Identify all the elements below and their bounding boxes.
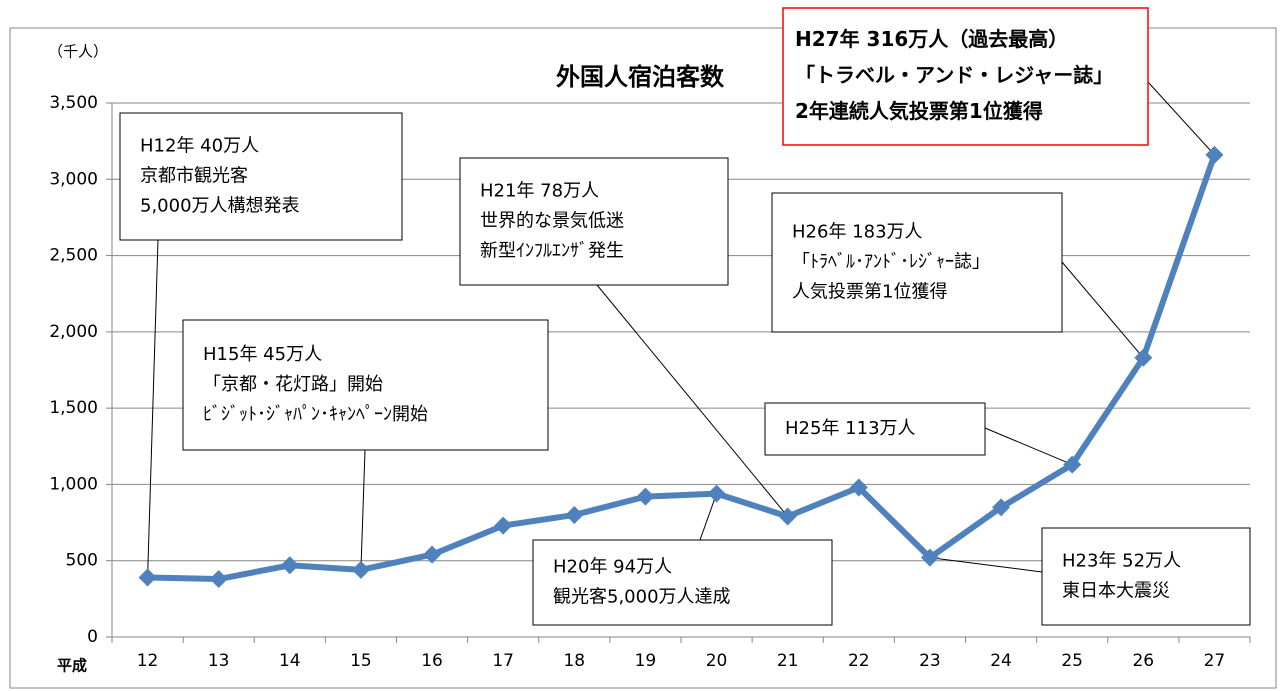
annotation-text: H26年 183万人 [792, 222, 923, 243]
x-tick-label: 26 [1132, 651, 1154, 671]
annotation-box [782, 7, 1149, 146]
y-tick-label: 500 [66, 551, 98, 571]
x-tick-label: 27 [1204, 651, 1226, 671]
y-tick-label: 0 [87, 627, 98, 647]
x-tick-label: 19 [635, 651, 657, 671]
x-tick-label: 25 [1061, 651, 1083, 671]
annotation-box [182, 319, 549, 451]
leader-line [1147, 81, 1215, 156]
annotation-text: H20年 94万人 [553, 557, 672, 578]
point-marker [494, 516, 513, 535]
annotation-text: 人気投票第1位獲得 [792, 282, 947, 303]
series-line [147, 153, 1218, 583]
leader-line [360, 449, 366, 570]
annotation-box [459, 157, 729, 286]
point-marker [778, 507, 797, 526]
point-marker [849, 478, 868, 497]
point-marker [636, 487, 655, 506]
annotation-box [532, 539, 833, 626]
point-marker [423, 545, 442, 564]
leader-line [1061, 261, 1144, 359]
chart-title: 外国人宿泊客数 [556, 63, 725, 91]
y-tick-label: 3,000 [49, 169, 98, 189]
x-tick-label: 18 [563, 651, 585, 671]
annotation-box [764, 402, 986, 456]
point-marker [1063, 455, 1082, 474]
x-tick-label: 21 [777, 651, 799, 671]
x-tick-label: 17 [492, 651, 514, 671]
leader-line [596, 284, 789, 517]
annotation-text: 京都市観光客 [140, 166, 248, 187]
annotation-text: 東日本大震災 [1062, 581, 1170, 602]
point-marker [565, 505, 584, 524]
x-tick-label: 20 [706, 651, 728, 671]
point-marker [920, 548, 939, 567]
point-marker [992, 498, 1011, 517]
annotation-text: H21年 78万人 [480, 181, 599, 202]
annotation-text: 2年連続人気投票第1位獲得 [795, 99, 1043, 123]
point-marker [209, 570, 228, 589]
annotation-text: 世界的な景気低迷 [480, 211, 624, 232]
annotation-text: 「ﾄﾗﾍﾞﾙ･ｱﾝﾄﾞ･ﾚｼﾞｬｰ誌」 [792, 252, 990, 273]
leader-line [929, 557, 1043, 573]
point-marker [280, 556, 299, 575]
point-marker [351, 560, 370, 579]
annotation-text: H15年 45万人 [203, 344, 322, 365]
leader-line [147, 239, 159, 578]
annotation-text: H25年 113万人 [785, 418, 916, 439]
leader-line [984, 427, 1073, 466]
y-tick-label: 2,000 [49, 322, 98, 342]
point-marker [1134, 348, 1153, 367]
y-tick-label: 3,500 [49, 93, 98, 113]
x-axis-label: 平成 [57, 657, 87, 675]
annotation-box [771, 192, 1063, 333]
x-tick-label: 23 [919, 651, 941, 671]
annotation-text: 新型ｲﾝﾌﾙｴﾝｻﾞ発生 [480, 241, 624, 262]
annotation-text: 観光客5,000万人達成 [553, 587, 731, 608]
annotation-box [119, 112, 403, 241]
x-tick-label: 22 [848, 651, 870, 671]
x-tick-label: 16 [421, 651, 443, 671]
annotation-box [1041, 527, 1251, 626]
annotation-text: H27年 316万人（過去最高） [795, 27, 1068, 51]
annotation-text: 「トラベル・アンド・レジャー誌」 [795, 63, 1113, 87]
annotation-text: 5,000万人構想発表 [140, 196, 300, 217]
x-tick-label: 12 [137, 651, 159, 671]
annotation-text: 「京都・花灯路」開始 [203, 374, 383, 395]
x-tick-label: 15 [350, 651, 372, 671]
x-tick-label: 14 [279, 651, 301, 671]
y-tick-label: 2,500 [49, 246, 98, 266]
annotation-text: H12年 40万人 [140, 136, 259, 157]
leader-line [699, 493, 718, 541]
y-tick-label: 1,000 [49, 474, 98, 494]
x-tick-label: 24 [990, 651, 1012, 671]
x-tick-label: 13 [208, 651, 230, 671]
annotation-text: H23年 52万人 [1062, 551, 1181, 572]
point-marker [1205, 145, 1224, 164]
y-tick-label: 1,500 [49, 398, 98, 418]
annotation-text: ﾋﾞｼﾞｯﾄ･ｼﾞｬﾊﾟﾝ･ｷｬﾝﾍﾟｰﾝ開始 [203, 404, 428, 425]
y-axis-label: （千人） [48, 43, 108, 61]
point-marker [138, 568, 157, 587]
point-marker [707, 484, 726, 503]
